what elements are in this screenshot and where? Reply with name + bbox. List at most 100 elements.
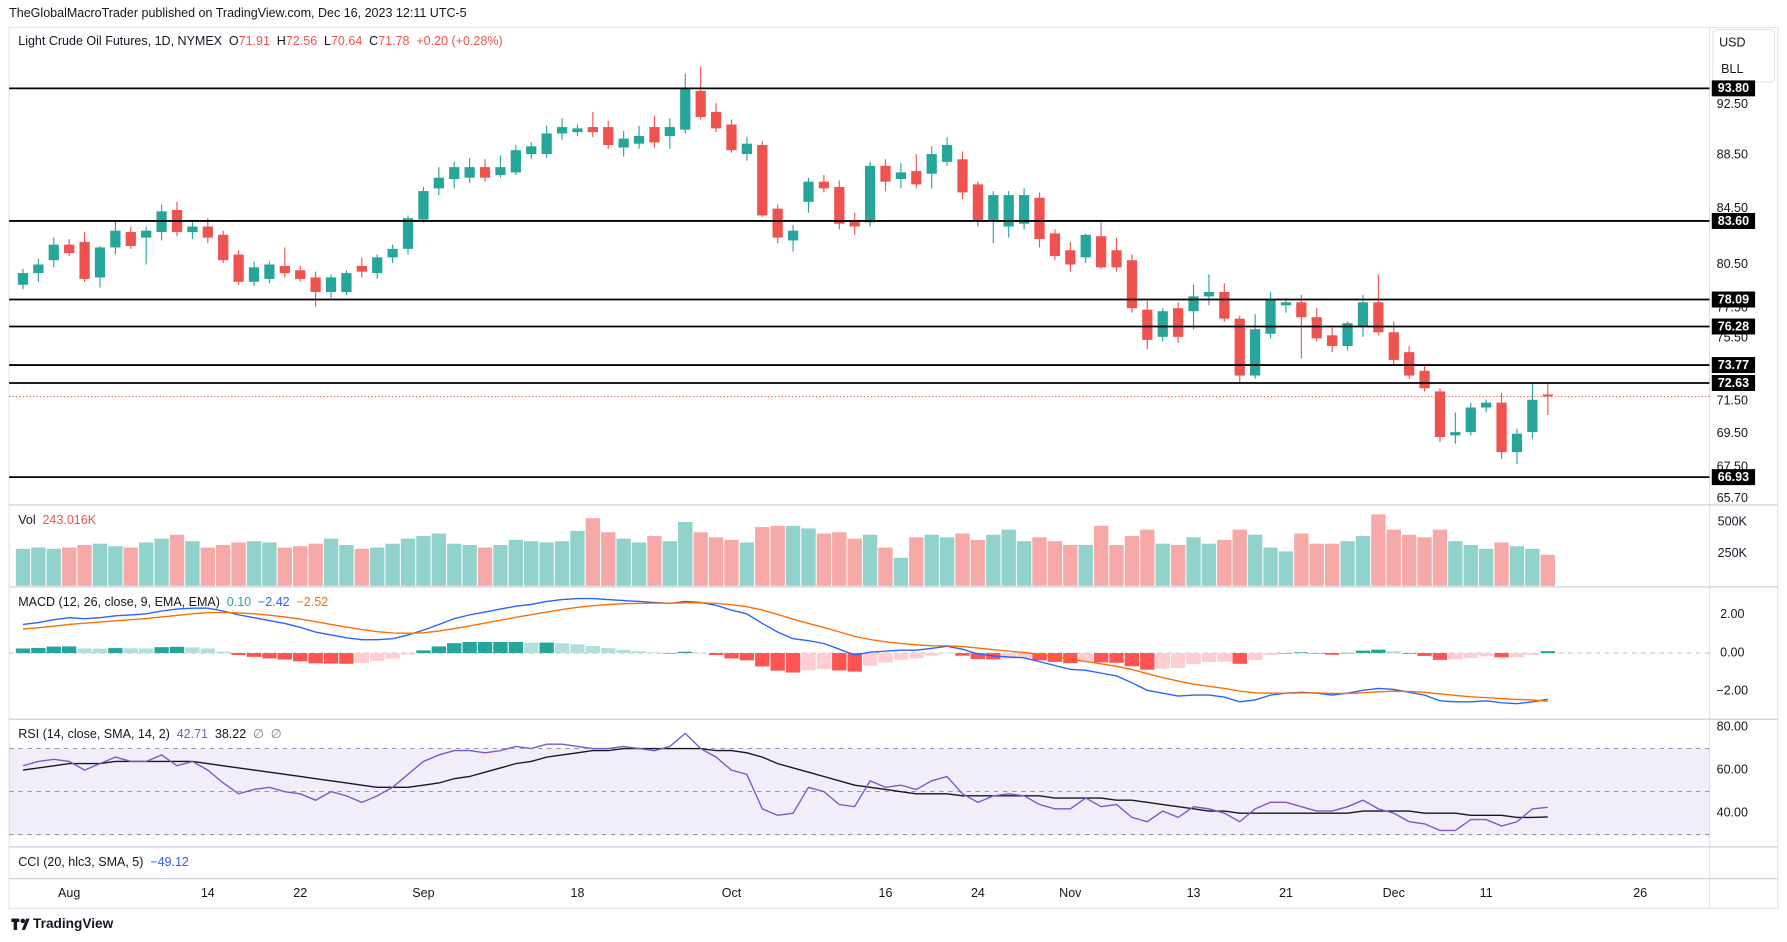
volume-bar [1463, 544, 1478, 586]
unit[interactable]: BLL [1721, 62, 1743, 76]
y-tick-label: 71.50 [1717, 393, 1748, 407]
macd-histogram-bar [862, 653, 878, 666]
candle-body [1434, 391, 1446, 438]
level-tag [1711, 80, 1756, 97]
volume-bar [400, 538, 416, 586]
pane-value: 0.10 [227, 595, 251, 609]
macd-histogram-bar [400, 653, 416, 655]
candle-body [341, 273, 352, 293]
candle-body [1373, 302, 1384, 333]
macd-histogram-bar [185, 647, 200, 654]
currency[interactable]: USD [1719, 36, 1745, 50]
macd-histogram-bar [1540, 651, 1555, 654]
candle-body [818, 181, 830, 189]
macd-histogram-bar [1494, 653, 1509, 658]
macd-histogram-bar [708, 653, 724, 655]
candle-body [1465, 407, 1476, 433]
volume-bar [77, 544, 92, 586]
pane-value: −2.42 [258, 595, 290, 609]
x-tick-label: Aug [58, 886, 80, 900]
candle-body [710, 111, 722, 129]
pane-legend: MACD (12, 26, close, 9, EMA, EMA) 0.10 −2.… [18, 595, 328, 609]
volume-bar [1032, 537, 1047, 586]
macd-histogram-bar [508, 641, 524, 654]
macd-histogram-bar [1355, 650, 1371, 654]
candle-body [803, 181, 814, 202]
level-tag [1711, 469, 1756, 486]
candle-body [1404, 352, 1415, 376]
macd-histogram-bar [1263, 653, 1278, 655]
candle-body [218, 234, 229, 261]
candle-body [279, 265, 290, 274]
y-tick-label: 80.00 [1717, 719, 1748, 733]
candle-body [1542, 394, 1553, 397]
candle-body [79, 241, 90, 279]
volume-bar [46, 548, 61, 586]
volume-bar [1047, 541, 1063, 586]
candle-body [125, 232, 136, 247]
y-tick-label: 84.50 [1717, 201, 1748, 215]
macd-histogram-bar [1186, 653, 1201, 665]
volume-bar [108, 546, 123, 586]
candle-body [264, 264, 275, 279]
candle-body [510, 150, 521, 173]
volume-bar [1432, 529, 1448, 586]
macd-histogram-bar [1386, 651, 1401, 654]
candle-body [726, 124, 737, 151]
macd-histogram-bar [262, 653, 277, 659]
macd-histogram-bar [1093, 653, 1109, 663]
volume-bar [570, 530, 585, 586]
macd-histogram-bar [370, 653, 385, 662]
candle-body [310, 277, 321, 293]
volume-bar [385, 543, 400, 586]
pane-title: Light Crude Oil Futures, 1D, NYMEX [18, 35, 222, 49]
candle-body [1296, 302, 1307, 318]
candle-body [1111, 250, 1122, 268]
candle-body [233, 254, 244, 282]
y-tick-label: 40.00 [1717, 805, 1748, 819]
macd-histogram-bar [1155, 653, 1170, 669]
volume-bar [1371, 514, 1386, 586]
candle-body [834, 187, 845, 224]
volume-bar [785, 525, 801, 586]
volume-bar [755, 527, 770, 586]
pane-legend: Light Crude Oil Futures, 1D, NYMEX O71.91… [18, 35, 502, 49]
macd-histogram-bar [416, 650, 431, 654]
macd-histogram-bar [1232, 653, 1247, 664]
macd-histogram-bar [123, 648, 138, 654]
candle-body [926, 154, 937, 174]
macd-histogram-bar [539, 642, 554, 654]
volume-bar [231, 542, 246, 586]
level-tag [1711, 318, 1756, 335]
macd-histogram-bar [662, 653, 678, 654]
x-tick-label: 21 [1279, 886, 1293, 900]
volume-bar [1386, 529, 1401, 586]
volume-bar [293, 546, 308, 586]
candle-body [880, 165, 891, 182]
volume-bar [1078, 544, 1093, 586]
macd-histogram-bar [832, 653, 847, 671]
brand: TradingView [33, 916, 114, 931]
macd-histogram-bar [77, 648, 92, 654]
volume-bar [139, 542, 154, 586]
y-tick-label: 2.00 [1720, 607, 1744, 621]
macd-histogram-bar [693, 652, 708, 654]
ohlc-value: 71.91 [239, 35, 270, 49]
volume-bar [939, 537, 955, 586]
macd-histogram-bar [585, 645, 601, 654]
candle-body [572, 128, 583, 133]
candle-body [1234, 318, 1245, 376]
pane-value: 42.71 [177, 727, 208, 741]
x-tick-label: 24 [971, 886, 985, 900]
macd-histogram-bar [570, 644, 585, 654]
x-tick-label: 26 [1633, 886, 1647, 900]
volume-bar [508, 539, 524, 586]
candle-body [356, 265, 367, 272]
volume-bar [1309, 543, 1324, 586]
x-tick-label: 14 [201, 886, 215, 900]
volume-bar [1247, 534, 1263, 586]
candle-body [772, 208, 783, 238]
volume-bar [62, 547, 77, 586]
